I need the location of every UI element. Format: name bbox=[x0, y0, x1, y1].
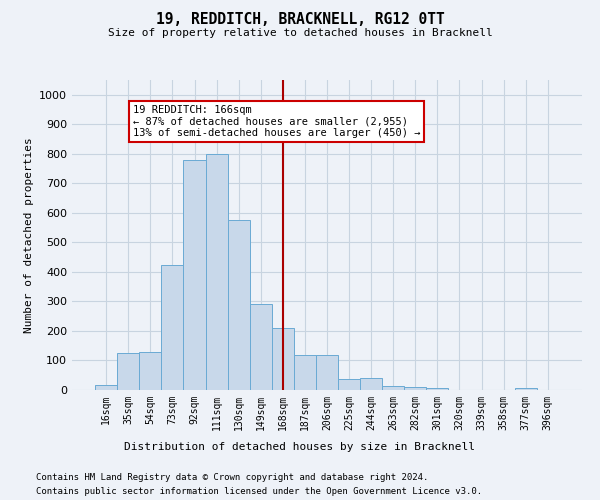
Text: Distribution of detached houses by size in Bracknell: Distribution of detached houses by size … bbox=[125, 442, 476, 452]
Bar bbox=[206, 154, 227, 390]
Text: 19 REDDITCH: 166sqm
← 87% of detached houses are smaller (2,955)
13% of semi-det: 19 REDDITCH: 166sqm ← 87% of detached ho… bbox=[133, 105, 420, 138]
Y-axis label: Number of detached properties: Number of detached properties bbox=[23, 137, 34, 333]
Text: Contains HM Land Registry data © Crown copyright and database right 2024.: Contains HM Land Registry data © Crown c… bbox=[36, 472, 428, 482]
Text: Size of property relative to detached houses in Bracknell: Size of property relative to detached ho… bbox=[107, 28, 493, 38]
Bar bbox=[117, 352, 139, 390]
Bar bbox=[250, 304, 272, 390]
Bar bbox=[316, 354, 338, 390]
Bar bbox=[184, 160, 206, 390]
Bar bbox=[95, 384, 117, 390]
Bar bbox=[427, 388, 448, 390]
Text: Contains public sector information licensed under the Open Government Licence v3: Contains public sector information licen… bbox=[36, 488, 482, 496]
Text: 19, REDDITCH, BRACKNELL, RG12 0TT: 19, REDDITCH, BRACKNELL, RG12 0TT bbox=[155, 12, 445, 28]
Bar bbox=[338, 379, 360, 390]
Bar bbox=[294, 354, 316, 390]
Bar bbox=[360, 378, 382, 390]
Bar bbox=[404, 387, 427, 390]
Bar bbox=[161, 264, 184, 390]
Bar bbox=[227, 220, 250, 390]
Bar bbox=[515, 388, 537, 390]
Bar bbox=[272, 328, 294, 390]
Bar bbox=[382, 386, 404, 390]
Bar bbox=[139, 352, 161, 390]
